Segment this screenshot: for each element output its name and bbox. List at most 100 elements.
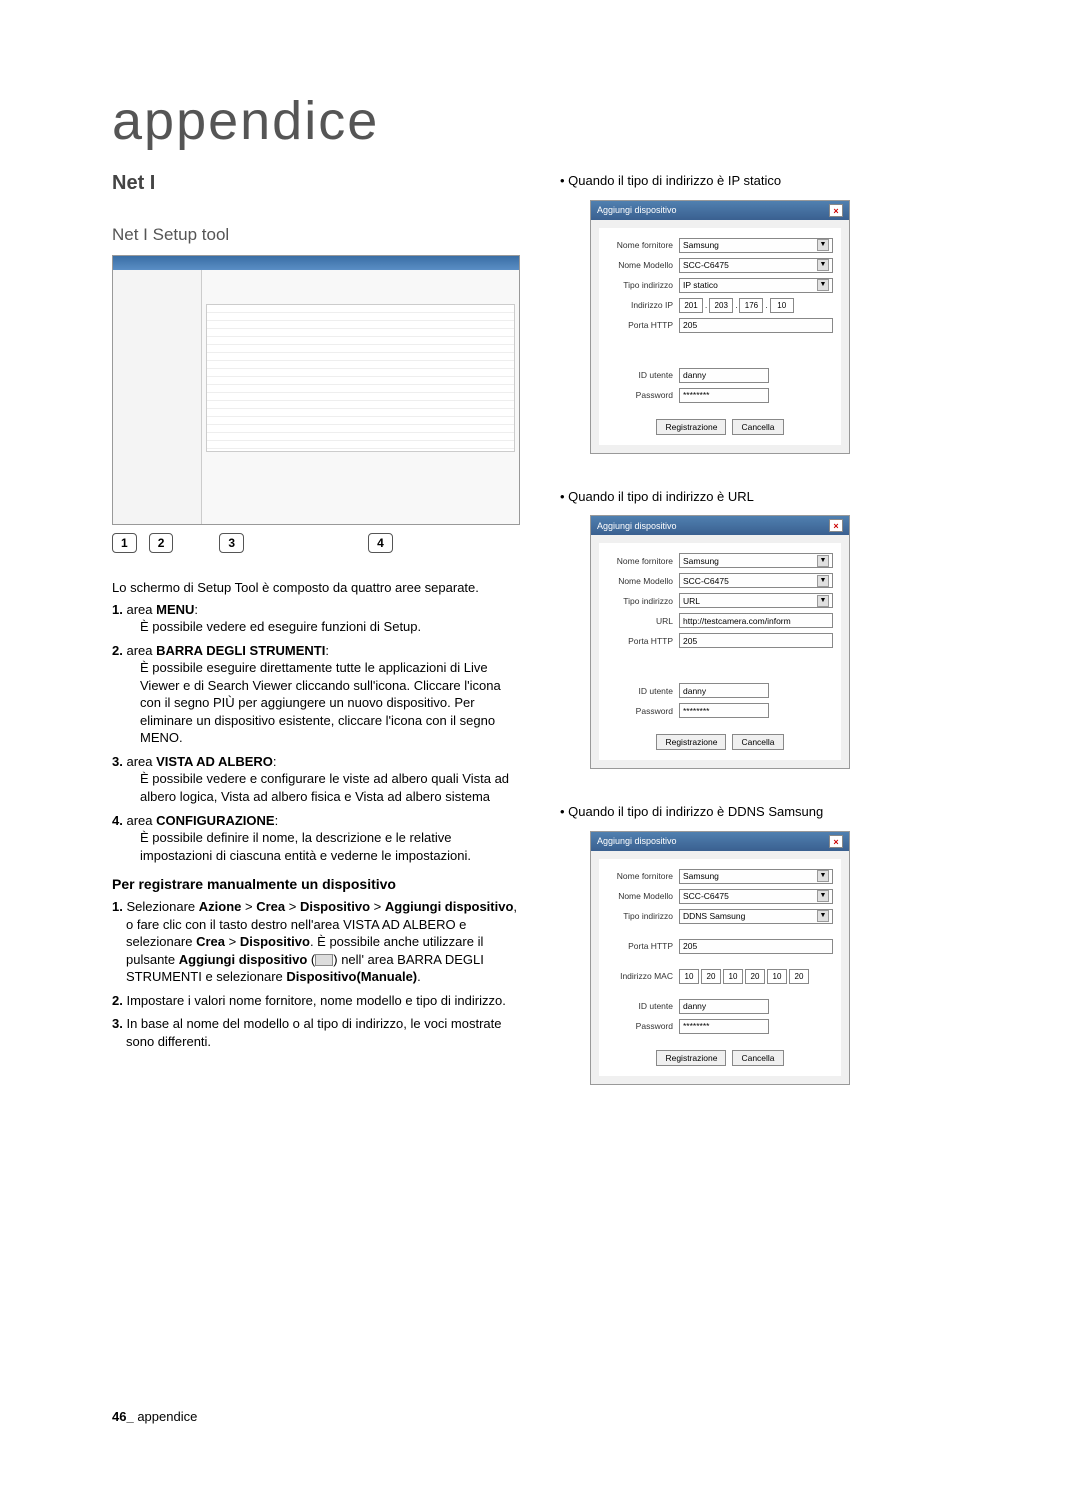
addrtype-dropdown[interactable]: IP statico▼: [679, 278, 833, 293]
seg[interactable]: 10: [679, 969, 699, 984]
cancel-button[interactable]: Cancella: [732, 734, 783, 750]
dialog-intro-1: Quando il tipo di indirizzo è IP statico: [572, 172, 968, 190]
area-name: BARRA DEGLI STRUMENTI: [156, 643, 325, 658]
subsection-heading: Per registrare manualmente un dispositiv…: [112, 876, 520, 892]
model-dropdown[interactable]: SCC-C6475 ▼: [679, 573, 833, 588]
area-item-3: 3. area VISTA AD ALBERO: È possibile ved…: [112, 753, 520, 806]
dialog-body: Nome fornitoreSamsung▼ Nome ModelloSCC-C…: [599, 859, 841, 1076]
step-3: 3. In base al nome del modello o al tipo…: [112, 1015, 520, 1050]
chevron-down-icon: ▼: [817, 890, 829, 902]
config-table: [206, 304, 515, 452]
v: ********: [683, 1021, 709, 1031]
steps-list: 1. Selezionare Azione > Crea > Dispositi…: [112, 898, 520, 1050]
setup-tool-screenshot: [112, 255, 520, 525]
callout-row: 1 2 3 4: [112, 533, 520, 553]
field-label: Porta HTTP: [607, 636, 679, 646]
area-list: 1. area MENU: È possibile vedere ed eseg…: [112, 601, 520, 865]
user-input[interactable]: danny: [679, 368, 769, 383]
tree-pane: [113, 270, 202, 524]
area-desc: È possibile eseguire direttamente tutte …: [126, 659, 520, 747]
add-device-dialog-url: Aggiungi dispositivo × Nome fornitoreSam…: [590, 515, 850, 769]
field-label: Nome fornitore: [607, 556, 679, 566]
register-button[interactable]: Registrazione: [656, 1050, 726, 1066]
page-footer: 46_ appendice: [112, 1409, 197, 1424]
num: 2.: [112, 993, 123, 1008]
register-button[interactable]: Registrazione: [656, 734, 726, 750]
seg[interactable]: 20: [701, 969, 721, 984]
dialog-title-text: Aggiungi dispositivo: [597, 521, 677, 531]
b: Dispositivo: [300, 899, 370, 914]
field-label: Nome Modello: [607, 260, 679, 270]
seg[interactable]: 20: [789, 969, 809, 984]
cancel-button[interactable]: Cancella: [732, 419, 783, 435]
dialog-body: Nome fornitoreSamsung▼ Nome ModelloSCC-C…: [599, 543, 841, 760]
chevron-down-icon: ▼: [817, 259, 829, 271]
chevron-down-icon: ▼: [817, 555, 829, 567]
user-input[interactable]: danny: [679, 683, 769, 698]
field-label: ID utente: [607, 370, 679, 380]
right-column: Quando il tipo di indirizzo è IP statico…: [560, 172, 968, 1119]
num: 1.: [112, 602, 123, 617]
v: SCC-C6475: [683, 260, 729, 270]
url-input[interactable]: http://testcamera.com/inform: [679, 613, 833, 628]
model-dropdown[interactable]: SCC-C6475▼: [679, 889, 833, 904]
app-titlebar: [113, 256, 519, 270]
register-button[interactable]: Registrazione: [656, 419, 726, 435]
chevron-down-icon: ▼: [817, 910, 829, 922]
close-icon[interactable]: ×: [829, 835, 843, 848]
area-name: MENU: [156, 602, 194, 617]
http-input[interactable]: 205: [679, 318, 833, 333]
main-pane: [202, 270, 519, 524]
num: 2.: [112, 643, 123, 658]
seg[interactable]: 10: [723, 969, 743, 984]
v: SCC-C6475: [683, 576, 729, 586]
addrtype-dropdown[interactable]: URL▼: [679, 593, 833, 608]
model-dropdown[interactable]: SCC-C6475 ▼: [679, 258, 833, 273]
seg[interactable]: 10: [770, 298, 794, 313]
t: (: [307, 952, 315, 967]
two-column-layout: Net I Net I Setup tool 1 2 3 4 Lo scherm…: [112, 172, 968, 1119]
http-input[interactable]: 205: [679, 633, 833, 648]
vendor-dropdown[interactable]: Samsung▼: [679, 869, 833, 884]
sub-heading: Net I Setup tool: [112, 225, 520, 245]
v: 205: [683, 636, 697, 646]
b: Crea: [196, 934, 225, 949]
seg[interactable]: 20: [745, 969, 765, 984]
chevron-down-icon: ▼: [817, 279, 829, 291]
text: Selezionare: [126, 899, 198, 914]
pass-input[interactable]: ********: [679, 1019, 769, 1034]
pass-input[interactable]: ********: [679, 703, 769, 718]
area-desc: È possibile vedere ed eseguire funzioni …: [126, 618, 520, 636]
field-label: Porta HTTP: [607, 320, 679, 330]
b: Dispositivo: [240, 934, 310, 949]
vendor-dropdown[interactable]: Samsung▼: [679, 553, 833, 568]
area-item-2: 2. area BARRA DEGLI STRUMENTI: È possibi…: [112, 642, 520, 747]
add-device-icon: [315, 954, 333, 966]
v: http://testcamera.com/inform: [683, 616, 791, 626]
v: Samsung: [683, 871, 719, 881]
label-word: area: [126, 602, 152, 617]
ip-input[interactable]: 201. 203. 176. 10: [679, 298, 833, 313]
close-icon[interactable]: ×: [829, 204, 843, 217]
mac-input[interactable]: 10 20 10 20 10 20: [679, 969, 833, 984]
seg[interactable]: 176: [739, 298, 763, 313]
pass-input[interactable]: ********: [679, 388, 769, 403]
label-word: area: [126, 754, 152, 769]
close-icon[interactable]: ×: [829, 519, 843, 532]
http-input[interactable]: 205: [679, 939, 833, 954]
dialog-body: Nome fornitoreSamsung▼ Nome ModelloSCC-C…: [599, 228, 841, 445]
addrtype-dropdown[interactable]: DDNS Samsung▼: [679, 909, 833, 924]
add-device-dialog-ddns: Aggiungi dispositivo × Nome fornitoreSam…: [590, 831, 850, 1085]
callout-4: 4: [368, 533, 393, 553]
cancel-button[interactable]: Cancella: [732, 1050, 783, 1066]
seg[interactable]: 201: [679, 298, 703, 313]
seg[interactable]: 203: [709, 298, 733, 313]
seg[interactable]: 10: [767, 969, 787, 984]
v: Samsung: [683, 240, 719, 250]
chevron-down-icon: ▼: [817, 575, 829, 587]
user-input[interactable]: danny: [679, 999, 769, 1014]
v: ********: [683, 390, 709, 400]
vendor-dropdown[interactable]: Samsung▼: [679, 238, 833, 253]
t: >: [285, 899, 300, 914]
num: 3.: [112, 754, 123, 769]
